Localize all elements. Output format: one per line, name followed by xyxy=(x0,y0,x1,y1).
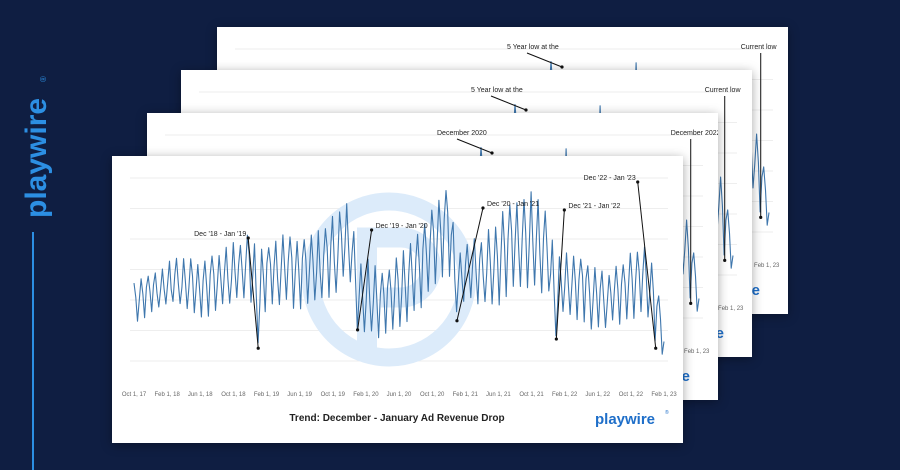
x-tick-label: Feb 1, 18 xyxy=(154,392,180,398)
x-tick-label: Feb 1, 23 xyxy=(684,349,710,355)
annotation-leader xyxy=(490,95,527,111)
annotation-leader xyxy=(247,237,259,349)
annotation-anchor xyxy=(562,208,566,212)
x-tick-label: Feb 1, 23 xyxy=(754,263,780,269)
x-tick-label: Oct 1, 21 xyxy=(519,392,544,398)
playwire-side-logo-text: playwire xyxy=(20,98,53,218)
annotation-label: December 2022 xyxy=(671,130,718,137)
x-tick-label: Oct 1, 18 xyxy=(221,392,246,398)
series-line xyxy=(133,189,665,355)
watermark-p xyxy=(357,227,441,358)
x-axis-ticks: Oct 1, 17 Feb 1, 18 Jun 1, 18 Oct 1, 18 Feb … xyxy=(122,392,678,398)
x-tick-label: Jun 1, 19 xyxy=(287,392,312,398)
annotation-point xyxy=(256,346,260,350)
annotation-point xyxy=(723,258,727,262)
annotation-leader xyxy=(637,181,657,349)
x-tick-label: Feb 1, 23 xyxy=(718,306,744,312)
playwire-side-logo: playwire ® xyxy=(20,76,53,218)
front-chart-card: Dec '18 - Jan '19 Dec '19 - Jan '20 Dec '2… xyxy=(112,156,683,443)
annotation-label: 5 Year low at the xyxy=(507,44,559,51)
annotation-point xyxy=(759,215,763,219)
x-tick-label: Oct 1, 17 xyxy=(122,392,147,398)
x-tick-label: Feb 1, 23 xyxy=(651,392,677,398)
x-tick-label: Jun 1, 18 xyxy=(188,392,213,398)
annotation-leader xyxy=(456,207,484,321)
annotation-point xyxy=(355,328,360,332)
annotation-anchor xyxy=(246,236,250,240)
playwire-watermark xyxy=(302,192,476,367)
chart-annotations: Dec '18 - Jan '19 Dec '19 - Jan '20 Dec '2… xyxy=(194,175,658,350)
x-tick-label: Feb 1, 19 xyxy=(254,392,280,398)
annotation-label: 5 Year low at the xyxy=(471,87,523,94)
annotation-point xyxy=(490,151,494,155)
annotation-label: Dec '18 - Jan '19 xyxy=(194,231,246,238)
annotation-point xyxy=(455,319,459,323)
annotation-leader xyxy=(555,209,565,340)
annotation-leader xyxy=(456,138,493,154)
playwire-logo: playwire ® xyxy=(595,409,669,428)
annotation-point xyxy=(560,65,564,69)
annotation-point xyxy=(654,346,658,350)
annotation-label: Dec '20 - Jan '21 xyxy=(487,201,539,208)
side-accent-line xyxy=(32,232,34,470)
annotation-point xyxy=(524,108,528,112)
x-tick-label: Oct 1, 20 xyxy=(420,392,445,398)
playwire-logo-registered: ® xyxy=(665,409,669,416)
annotation-label: Dec '22 - Jan '23 xyxy=(584,175,636,182)
x-tick-label: Jun 1, 20 xyxy=(387,392,412,398)
x-tick-label: Feb 1, 22 xyxy=(552,392,578,398)
chart-title: Trend: December - January Ad Revenue Dro… xyxy=(289,413,504,424)
x-tick-label: Jun 1, 21 xyxy=(486,392,511,398)
annotation-leader xyxy=(357,229,373,330)
annotation-label: Dec '21 - Jan '22 xyxy=(568,203,620,210)
x-tick-label: Oct 1, 22 xyxy=(619,392,644,398)
x-tick-label: Jun 1, 22 xyxy=(585,392,610,398)
annotation-anchor xyxy=(636,180,640,184)
x-tick-label: Oct 1, 19 xyxy=(321,392,346,398)
annotation-label: Current low xyxy=(741,44,778,51)
chart-plot-area xyxy=(133,189,665,355)
playwire-logo-text: playwire xyxy=(595,411,655,428)
watermark-ring xyxy=(302,192,476,367)
annotation-anchor xyxy=(481,206,485,210)
annotation-label: Dec '19 - Jan '20 xyxy=(376,223,428,230)
annotation-label: December 2020 xyxy=(437,130,487,137)
line-chart: Dec '18 - Jan '19 Dec '19 - Jan '20 Dec '2… xyxy=(122,175,678,428)
annotation-anchor xyxy=(369,228,374,232)
annotation-point xyxy=(554,337,558,341)
x-tick-label: Feb 1, 21 xyxy=(453,392,479,398)
registered-mark: ® xyxy=(39,76,48,82)
annotation-point xyxy=(689,301,693,305)
annotation-leader xyxy=(526,52,563,68)
annotation-label: Current low xyxy=(705,87,742,94)
x-tick-label: Feb 1, 20 xyxy=(353,392,379,398)
